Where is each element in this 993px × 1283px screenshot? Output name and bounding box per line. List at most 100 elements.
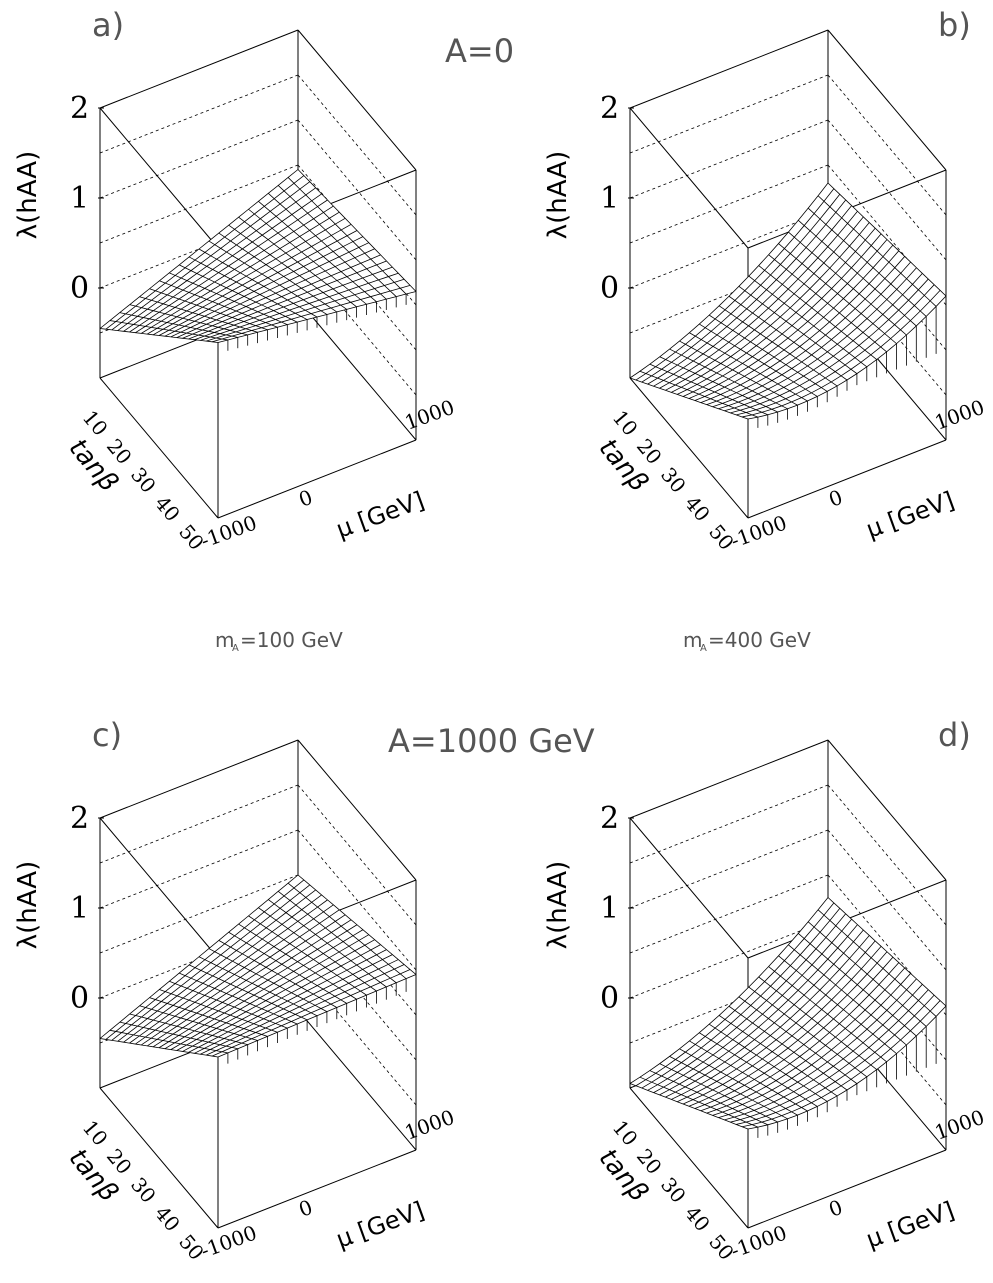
- surface-mesh-line: [706, 256, 906, 406]
- surface-mesh-line: [641, 908, 841, 1089]
- surface-mesh-line: [677, 940, 876, 1103]
- panel-label: a): [92, 6, 124, 44]
- left-column-condition-sub: A: [232, 643, 239, 654]
- z-axis-label: λ(hAA): [543, 861, 573, 949]
- y-tick-label: 40: [150, 491, 185, 526]
- panel-label: c): [92, 716, 122, 754]
- x-tick-label: -1000: [198, 1220, 260, 1262]
- surface-mesh-line: [688, 951, 888, 1107]
- x-tick-label: 1000: [402, 1105, 458, 1145]
- box-edge-front-bottom: [217, 1149, 417, 1229]
- back-wall-grid-line: [99, 784, 299, 864]
- surface-mesh-line: [141, 211, 340, 334]
- back-wall-grid-line: [629, 74, 829, 154]
- surface-mesh-line: [736, 994, 935, 1125]
- surface-mesh-line: [671, 935, 870, 1100]
- x-tick-label: 0: [296, 1195, 316, 1222]
- surface-mesh-line: [718, 978, 917, 1119]
- surface-mesh-line: [665, 216, 864, 391]
- z-tick-label: 1: [600, 891, 619, 926]
- surface-mesh-line: [129, 899, 328, 1044]
- back-wall-grid-line: [99, 74, 299, 154]
- surface-mesh-line: [629, 897, 829, 1084]
- box-edge-right-top: [297, 739, 417, 881]
- x-tick-label: 1000: [402, 395, 458, 435]
- surface-mesh-line: [647, 913, 847, 1091]
- x-axis-label: μ [GeV]: [862, 486, 957, 544]
- left-column-condition-m: m: [215, 628, 234, 652]
- surface-mesh-line: [176, 939, 375, 1051]
- y-tick-label: 40: [680, 1201, 715, 1236]
- surface-mesh-line: [111, 181, 311, 331]
- side-wall-grid-line: [297, 784, 417, 926]
- surface-mesh-line: [188, 260, 387, 340]
- surface-mesh-line: [217, 291, 417, 343]
- surface-mesh-line: [206, 964, 405, 1056]
- box-edge-right-bottom: [297, 299, 417, 441]
- surface-mesh-line: [747, 1005, 947, 1130]
- box-edge-front-bottom: [217, 439, 417, 519]
- surface-mesh-line: [99, 874, 299, 1039]
- surface-mesh-line: [694, 956, 894, 1109]
- side-wall-grid-line: [297, 74, 417, 216]
- surface-mesh-line: [635, 902, 835, 1087]
- x-axis-label: μ [GeV]: [332, 1196, 427, 1254]
- box-edge-back-top: [629, 29, 829, 109]
- surface-mesh-line: [200, 272, 399, 341]
- right-column-condition-m: m: [683, 628, 702, 652]
- surface-mesh-line: [724, 273, 923, 412]
- bottom-row-condition: A=1000 GeV: [388, 722, 595, 760]
- surface-mesh-line: [747, 295, 947, 420]
- surface-mesh-line: [182, 944, 381, 1052]
- surface-mesh-line: [211, 969, 411, 1057]
- z-axis-label: λ(hAA): [13, 151, 43, 239]
- x-tick-label: -1000: [728, 510, 790, 552]
- surface-mesh-line: [141, 909, 340, 1046]
- surface-fill: [630, 897, 946, 1129]
- box-edge-left-bottom: [99, 1087, 219, 1229]
- x-tick-label: -1000: [198, 510, 260, 552]
- box-edge-right-top: [827, 739, 947, 881]
- surface-mesh-line: [105, 175, 305, 330]
- y-tick-label: 30: [656, 1173, 691, 1208]
- surface-mesh-line: [176, 248, 375, 338]
- z-tick-label: 0: [600, 271, 619, 306]
- x-tick-label: 0: [826, 1195, 846, 1222]
- surface-mesh-line: [146, 217, 346, 335]
- box-edge-front-bottom: [747, 1149, 947, 1229]
- z-tick-label: 0: [600, 981, 619, 1016]
- y-tick-label: 30: [656, 463, 691, 498]
- surface-mesh-line: [700, 962, 900, 1112]
- surface-mesh-line: [117, 889, 316, 1042]
- z-axis-label: λ(hAA): [543, 151, 573, 239]
- surface-mesh-line: [164, 236, 364, 337]
- panel-label: d): [938, 716, 971, 754]
- surface-mesh-line: [730, 278, 929, 414]
- z-tick-label: 2: [600, 91, 619, 126]
- y-tick-label: 40: [680, 491, 715, 526]
- surface-mesh-line: [194, 266, 393, 341]
- x-tick-label: 0: [826, 485, 846, 512]
- surface-mesh-line: [682, 233, 882, 397]
- z-tick-label: 2: [70, 91, 89, 126]
- surface-mesh-line: [736, 284, 935, 416]
- z-axis-label: λ(hAA): [13, 861, 43, 949]
- z-tick-label: 2: [600, 801, 619, 836]
- top-row-condition: A=0: [445, 32, 514, 70]
- surface-mesh-line: [217, 974, 417, 1058]
- y-tick-label: 30: [126, 463, 161, 498]
- surface-mesh-line: [152, 224, 352, 336]
- z-tick-label: 0: [70, 981, 89, 1016]
- surface-mesh-line: [629, 182, 829, 379]
- back-wall-grid-line: [629, 119, 829, 199]
- surface-mesh-line: [653, 205, 852, 387]
- y-tick-label: 40: [150, 1201, 185, 1236]
- surface-mesh-line: [730, 989, 929, 1123]
- surface-mesh-line: [129, 199, 328, 333]
- side-wall-grid-line: [827, 784, 947, 926]
